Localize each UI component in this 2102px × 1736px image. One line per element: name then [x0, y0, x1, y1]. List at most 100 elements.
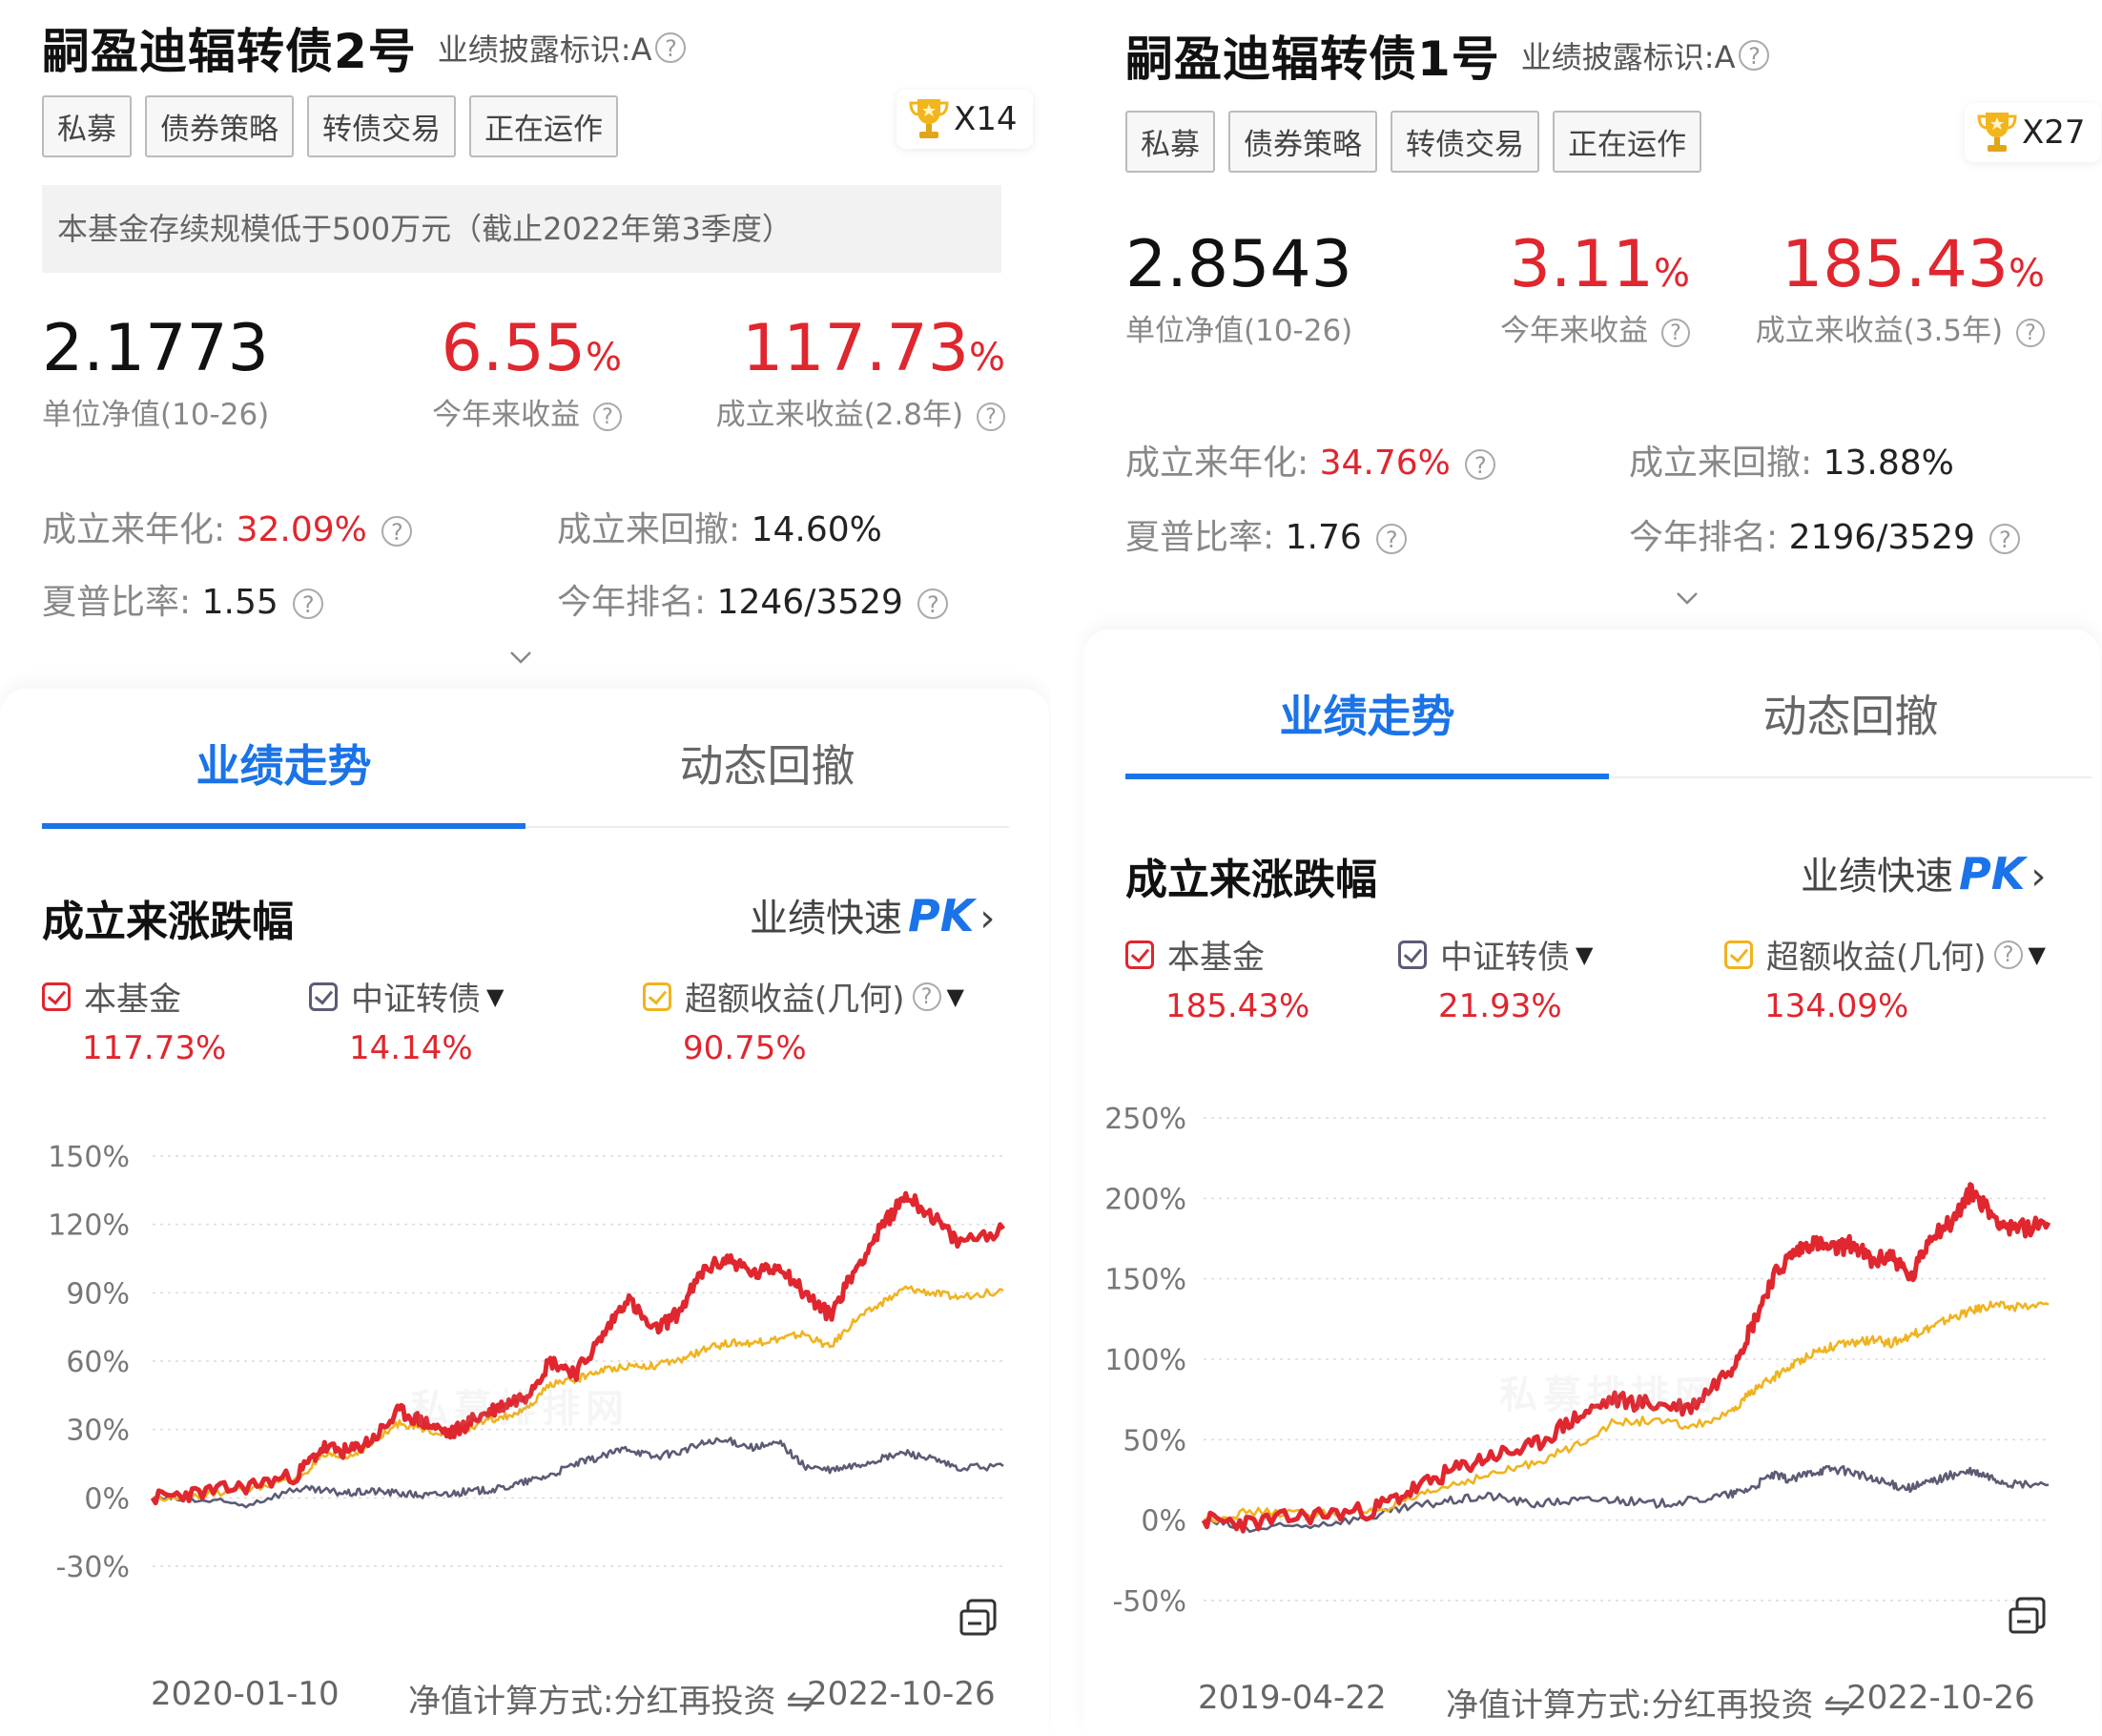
- tag[interactable]: 转债交易: [307, 95, 456, 157]
- rank-label: 今年排名:: [1629, 518, 1779, 557]
- help-icon[interactable]: ?: [381, 516, 413, 547]
- tag[interactable]: 债券策略: [1228, 111, 1377, 173]
- drawdown-value: 13.88%: [1823, 444, 1954, 483]
- legend-excess[interactable]: 超额收益(几何)? ▼ 90.75%: [643, 973, 964, 1067]
- tag[interactable]: 正在运作: [1553, 111, 1701, 173]
- help-icon[interactable]: ?: [1993, 940, 2023, 969]
- checkbox-icon[interactable]: [309, 982, 338, 1011]
- y-tick-label: 90%: [66, 1277, 130, 1311]
- tab-underline: [1125, 774, 1609, 779]
- since-inception-value: 117.73: [742, 311, 969, 386]
- help-icon[interactable]: ?: [593, 402, 622, 431]
- nav-method[interactable]: 净值计算方式:分红再投资 ⇋: [1446, 1679, 1851, 1726]
- y-tick-label: 60%: [66, 1346, 130, 1379]
- drawdown-stat: 成立来回撤: 13.88%: [1629, 435, 1954, 485]
- help-icon[interactable]: ?: [1989, 524, 2021, 554]
- checkbox-icon[interactable]: [643, 982, 671, 1011]
- nav-value: 2.1773: [42, 311, 269, 386]
- rank-value: 1246/3529: [716, 583, 903, 622]
- ytd-value: 6.55: [441, 311, 586, 386]
- help-icon[interactable]: ?: [912, 982, 941, 1011]
- pk-link[interactable]: 业绩快速 PK ›: [1801, 845, 2046, 900]
- checkbox-icon[interactable]: [1724, 940, 1753, 969]
- tab-drawdown[interactable]: 动态回撤: [679, 740, 855, 792]
- fund-title-row: 嗣盈迪辐转债1号 业绩披露标识:A ?: [1125, 21, 1770, 90]
- tag[interactable]: 正在运作: [469, 95, 618, 157]
- help-icon[interactable]: ?: [1739, 40, 1770, 71]
- y-tick-label: 150%: [48, 1141, 130, 1174]
- sharpe-value: 1.55: [201, 583, 278, 622]
- ytd-label: 今年来收益: [1500, 314, 1649, 348]
- since-inception-value: 185.43: [1782, 227, 2009, 302]
- trophy-badge[interactable]: X14: [896, 90, 1033, 149]
- help-icon[interactable]: ?: [917, 589, 949, 619]
- checkbox-icon[interactable]: [1125, 940, 1154, 969]
- dropdown-caret-icon[interactable]: ▼: [2028, 940, 2046, 968]
- tag[interactable]: 转债交易: [1391, 111, 1539, 173]
- ytd-label: 今年来收益: [432, 398, 581, 432]
- dropdown-caret-icon[interactable]: ▼: [1576, 940, 1594, 968]
- tab-performance[interactable]: 业绩走势: [1279, 691, 1455, 742]
- expand-chevron-icon[interactable]: [1675, 586, 1700, 610]
- y-tick-label: 0%: [1141, 1505, 1186, 1539]
- tab-drawdown[interactable]: 动态回撤: [1762, 691, 1939, 742]
- dropdown-caret-icon[interactable]: ▼: [486, 982, 505, 1010]
- nav-method-label: 净值计算方式:分红再投资: [408, 1683, 776, 1721]
- help-icon[interactable]: ?: [1376, 524, 1408, 554]
- nav-method[interactable]: 净值计算方式:分红再投资 ⇋: [408, 1675, 814, 1722]
- annualized-stat: 成立来年化: 34.76% ?: [1125, 435, 1496, 485]
- dropdown-caret-icon[interactable]: ▼: [946, 982, 964, 1010]
- rank-stat: 今年排名: 1246/3529 ?: [557, 574, 949, 624]
- help-icon[interactable]: ?: [977, 402, 1005, 431]
- help-icon[interactable]: ?: [1661, 318, 1690, 347]
- legend-name: 中证转债: [351, 981, 481, 1019]
- checkbox-icon[interactable]: [1398, 940, 1427, 969]
- since-inception-metric: 185.43% 成立来收益(3.5年) ?: [1755, 227, 2045, 348]
- legend-value: 134.09%: [1764, 987, 1909, 1025]
- drawdown-label: 成立来回撤:: [1629, 444, 1813, 483]
- watermark: 私募排排网: [1499, 1374, 1719, 1417]
- legend-name: 超额收益(几何): [1766, 939, 1987, 977]
- share-image-icon[interactable]: [958, 1595, 1001, 1639]
- tag[interactable]: 私募: [42, 95, 132, 157]
- performance-chart[interactable]: 250% 200% 150% 100% 50% 0% -50%: [1083, 1068, 2100, 1641]
- ytd-value: 3.11: [1509, 227, 1654, 302]
- nav-method-label: 净值计算方式:分红再投资: [1446, 1686, 1814, 1725]
- fund-panel-right: 嗣盈迪辐转债1号 业绩披露标识:A ? 私募 债券策略 转债交易 正在运作 X2…: [1051, 0, 2102, 1736]
- legend-fund[interactable]: 本基金 185.43%: [1125, 931, 1309, 1025]
- tab-underline: [42, 823, 526, 829]
- nav-metric: 2.8543 单位净值(10-26): [1125, 227, 1352, 349]
- help-icon[interactable]: ?: [1465, 449, 1496, 480]
- help-icon[interactable]: ?: [2016, 318, 2045, 347]
- checkbox-icon[interactable]: [42, 982, 71, 1011]
- legend-benchmark[interactable]: 中证转债 ▼ 14.14%: [309, 973, 504, 1067]
- legend-benchmark[interactable]: 中证转债 ▼ 21.93%: [1398, 931, 1593, 1025]
- share-image-icon[interactable]: [2007, 1593, 2050, 1637]
- performance-card: 业绩走势 动态回撤 成立来涨跌幅 业绩快速 PK › 本基金 117.73% 中证转…: [0, 689, 1049, 1736]
- y-tick-label: 0%: [84, 1482, 130, 1516]
- sharpe-label: 夏普比率:: [1125, 518, 1275, 557]
- help-icon[interactable]: ?: [655, 32, 687, 63]
- legend-fund[interactable]: 本基金 117.73%: [42, 973, 226, 1067]
- performance-chart[interactable]: 150% 120% 90% 60% 30% 0% -30%: [0, 1108, 1049, 1604]
- pk-label: 业绩快速: [750, 897, 902, 940]
- y-tick-label: 50%: [1123, 1424, 1186, 1457]
- tag[interactable]: 私募: [1125, 111, 1215, 173]
- legend-excess[interactable]: 超额收益(几何)? ▼ 134.09%: [1724, 931, 2046, 1025]
- y-tick-label: 150%: [1104, 1264, 1186, 1297]
- drawdown-label: 成立来回撤:: [557, 510, 741, 549]
- pk-link[interactable]: 业绩快速 PK ›: [750, 887, 995, 942]
- tab-performance[interactable]: 业绩走势: [196, 740, 372, 792]
- disclosure-label: 业绩披露标识:A: [1520, 39, 1736, 75]
- drawdown-value: 14.60%: [751, 510, 882, 549]
- help-icon[interactable]: ?: [293, 589, 324, 619]
- ytd-metric: 6.55% 今年来收益 ?: [432, 311, 622, 432]
- trophy-badge[interactable]: X27: [1965, 103, 2101, 162]
- series-line-excess: [1203, 1300, 2050, 1523]
- y-tick-label: -50%: [1112, 1585, 1186, 1619]
- y-tick-label: 200%: [1104, 1183, 1186, 1216]
- expand-chevron-icon[interactable]: [508, 645, 533, 670]
- chart-start-date: 2019-04-22: [1198, 1679, 1387, 1717]
- tag[interactable]: 债券策略: [145, 95, 294, 157]
- tag-list: 私募 债券策略 转债交易 正在运作: [42, 95, 631, 157]
